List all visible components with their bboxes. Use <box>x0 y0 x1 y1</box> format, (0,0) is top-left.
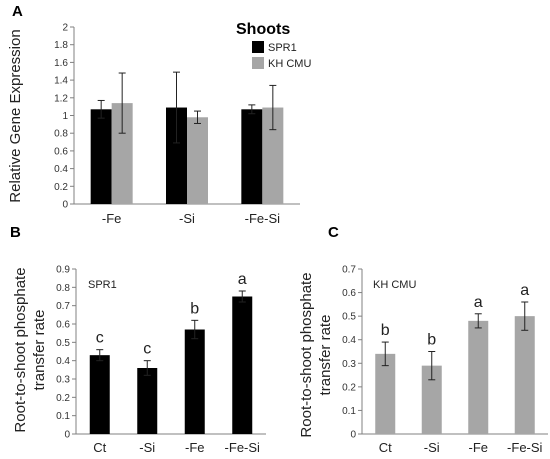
panel-b-ytick-label: 0.2 <box>56 393 70 404</box>
panel-label-c: C <box>328 224 339 241</box>
panel-a-bar <box>111 103 133 204</box>
panel-b-ytick-label: 0.5 <box>56 338 70 349</box>
panel-c-ylabel-line1: Root-to-shoot phosphate <box>298 272 315 437</box>
panel-a-legend: Shoots SPR1 KH CMU <box>236 21 311 70</box>
panel-a-ytick-label: 1 <box>62 111 68 122</box>
panel-c-ylabel-line2: transfer rate <box>317 315 334 396</box>
panel-b-ytick-label: 0 <box>64 430 70 441</box>
legend-label-khcmu: KH CMU <box>268 58 311 70</box>
panel-c-bar <box>421 365 442 434</box>
panel-b-bar <box>232 296 253 434</box>
panel-b-ytick-label: 0.9 <box>56 265 70 276</box>
panel-a-bar <box>262 107 284 204</box>
panel-a-ticks: 0 0.2 0.4 0.6 0.8 1 1.2 1.4 1.6 1.8 2 <box>54 23 74 211</box>
panel-c: C Root-to-shoot phosphate transfer rate … <box>298 224 548 455</box>
panel-a-bars <box>90 71 284 204</box>
panel-b-significance-letter: c <box>96 330 104 347</box>
panel-a-ytick-label: 0.2 <box>54 182 68 193</box>
panel-c-ytick-label: 0 <box>350 430 356 441</box>
panel-b-significance-letter: a <box>238 271 247 288</box>
panel-a-ytick-label: 1.4 <box>54 76 68 87</box>
legend-swatch-spr1 <box>252 41 264 53</box>
panel-c-ytick-label: 0.2 <box>342 382 356 393</box>
panel-b-significance-letter: b <box>190 300 199 317</box>
panel-c-bar <box>375 353 396 434</box>
panel-b-category-label: -Fe <box>185 440 205 455</box>
panel-a-ytick-label: 1.8 <box>54 40 68 51</box>
panel-b-category-label: -Si <box>139 440 155 455</box>
panel-c-ytick-label: 0.4 <box>342 335 356 346</box>
panel-a-ytick-label: 0.4 <box>54 164 68 175</box>
panel-c-ytick-label: 0.3 <box>342 359 356 370</box>
panel-b-bar <box>137 368 158 434</box>
panel-c-category-label: -Fe-Si <box>507 440 543 455</box>
panel-c-category-label: -Fe <box>469 440 489 455</box>
panel-b-categories: Ct -Si -Fe -Fe-Si <box>93 440 260 455</box>
panel-c-significance-letter: b <box>381 322 390 339</box>
panel-b-ylabel-line2: transfer rate <box>31 310 48 391</box>
panel-c-significance-letter: a <box>474 294 483 311</box>
panel-b-bars: c c b a <box>89 271 253 434</box>
panel-a-legend-title: Shoots <box>236 21 290 38</box>
panel-b-bar <box>89 355 110 434</box>
panel-a-ytick-label: 0.6 <box>54 146 68 157</box>
panel-c-bars: b b a a <box>375 282 535 434</box>
panel-c-bar <box>514 316 535 434</box>
panel-b-significance-letter: c <box>143 341 151 358</box>
panel-c-category-label: -Si <box>424 440 440 455</box>
panel-b-ytick-label: 0.6 <box>56 320 70 331</box>
panel-b-ytick-label: 0.3 <box>56 375 70 386</box>
panel-c-ytick-label: 0.6 <box>342 288 356 299</box>
panel-b-ytick-label: 0.8 <box>56 283 70 294</box>
panel-c-significance-letter: b <box>427 332 436 349</box>
panel-c-bar <box>468 320 489 434</box>
panel-c-category-label: Ct <box>379 440 392 455</box>
panel-a-category-label: -Si <box>179 211 195 226</box>
panel-b-category-label: Ct <box>93 440 106 455</box>
legend-label-spr1: SPR1 <box>268 42 297 54</box>
panel-label-b: B <box>10 224 21 241</box>
panel-c-significance-letter: a <box>520 282 529 299</box>
panel-b-ylabel-line1: Root-to-shoot phosphate <box>12 267 29 432</box>
panel-b-ticks: 0 0.1 0.2 0.3 0.4 0.5 0.6 0.7 0.8 0.9 <box>56 265 76 441</box>
panel-a-categories: -Fe -Si -Fe-Si <box>102 211 280 226</box>
panel-a-ytick-label: 1.6 <box>54 58 68 69</box>
panel-b-bar <box>184 329 205 434</box>
panel-c-ticks: 0 0.1 0.2 0.3 0.4 0.5 0.6 0.7 <box>342 265 362 441</box>
panel-c-ytick-label: 0.7 <box>342 265 356 276</box>
panel-c-title: KH CMU <box>373 279 416 291</box>
panel-a-bar <box>187 117 208 204</box>
panel-a-category-label: -Fe-Si <box>245 211 281 226</box>
panel-b-ytick-label: 0.1 <box>56 411 70 422</box>
panel-a-bar <box>90 109 112 204</box>
panel-label-a: A <box>12 3 23 20</box>
panel-b-ytick-label: 0.4 <box>56 356 70 367</box>
panel-a: A Relative Gene Expression 0 0.2 0.4 0.6 0.8… <box>7 3 311 226</box>
panel-a-ytick-label: 0 <box>62 200 68 211</box>
panel-c-ytick-label: 0.1 <box>342 406 356 417</box>
panel-c-categories: Ct -Si -Fe -Fe-Si <box>379 440 543 455</box>
panel-a-ytick-label: 1.2 <box>54 93 68 104</box>
panel-b-ytick-label: 0.7 <box>56 301 70 312</box>
panel-a-ytick-label: 0.8 <box>54 129 68 140</box>
panel-a-bar <box>166 107 187 204</box>
panel-a-bar <box>241 109 263 204</box>
legend-swatch-khcmu <box>252 57 264 69</box>
panel-b: B Root-to-shoot phosphate transfer rate … <box>10 224 266 455</box>
panel-a-category-label: -Fe <box>102 211 122 226</box>
panel-c-ytick-label: 0.5 <box>342 312 356 323</box>
panel-a-ytick-label: 2 <box>62 23 68 34</box>
panel-b-category-label: -Fe-Si <box>225 440 261 455</box>
panel-b-title: SPR1 <box>88 279 117 291</box>
panel-a-ylabel: Relative Gene Expression <box>7 29 24 202</box>
